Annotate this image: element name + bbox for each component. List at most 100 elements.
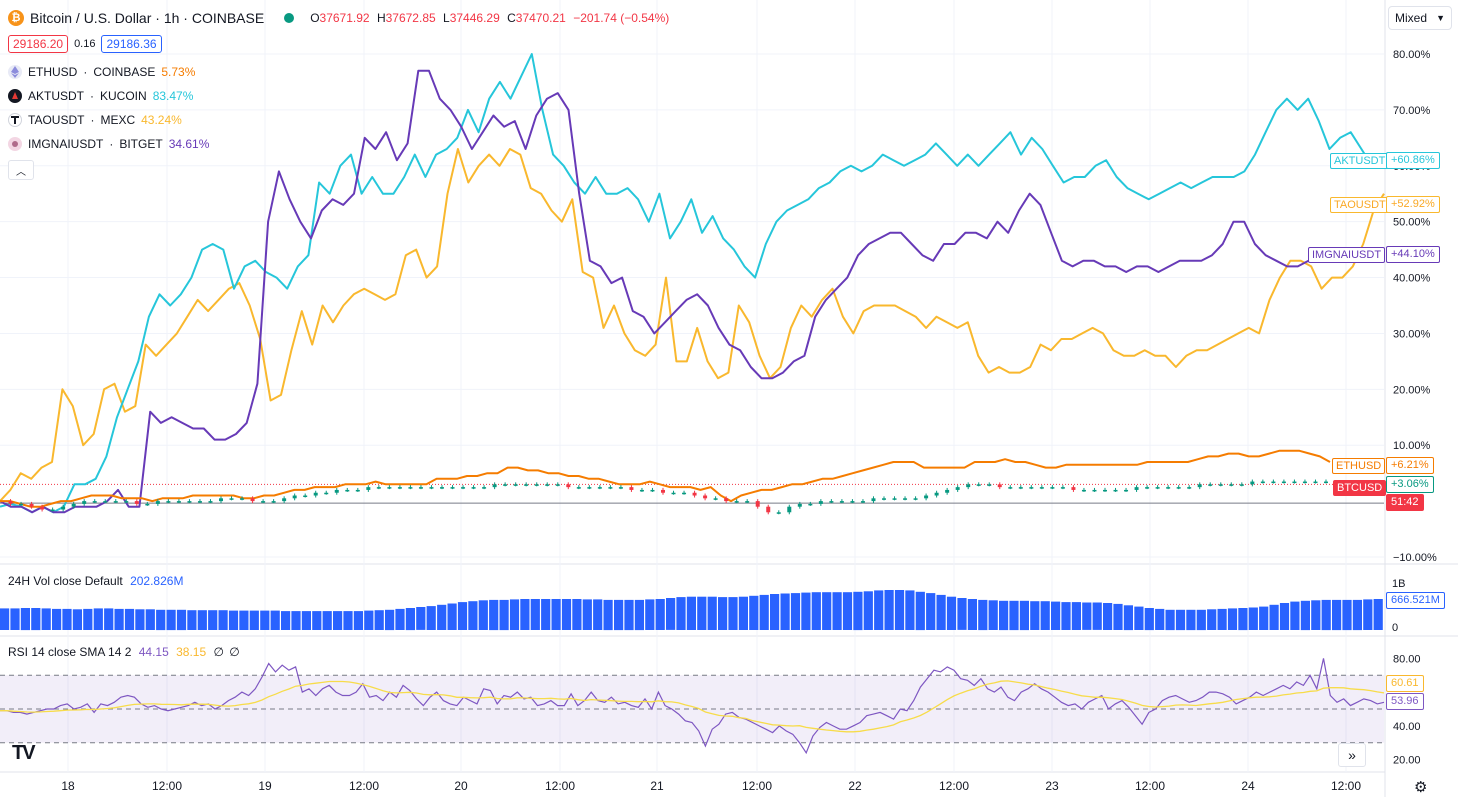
scale-mode-select[interactable]: Mixed ▼ [1388, 6, 1452, 30]
btc-countdown: 51:42 [1386, 494, 1424, 511]
volume-bar [72, 609, 82, 630]
btc-candle [766, 506, 771, 513]
volume-bar [426, 606, 436, 630]
scroll-to-realtime-button[interactable]: » [1338, 743, 1366, 767]
volume-bar [1342, 599, 1352, 631]
btc-candle [1176, 487, 1181, 489]
symbol-title-row[interactable]: ₿ Bitcoin / U.S. Dollar · 1h · COINBASE … [8, 8, 673, 28]
axis-tag-rsi: 53.96 [1386, 693, 1424, 710]
comparison-item-taousdt[interactable]: TAOUSDT · MEXC 43.24% [8, 108, 673, 132]
comparison-value: 34.61% [168, 137, 210, 151]
btc-candle [271, 501, 276, 503]
btc-candle [639, 489, 644, 492]
btc-candle [755, 501, 760, 507]
btc-candle [787, 506, 792, 513]
btc-candle [155, 501, 160, 504]
gear-icon[interactable]: ⚙ [1414, 779, 1428, 796]
volume-bar [416, 607, 426, 630]
buy-price-button[interactable]: 29186.36 [101, 35, 162, 53]
btc-candle [513, 484, 518, 486]
btc-candle [303, 495, 308, 498]
btc-candle [197, 501, 202, 503]
btc-candle [261, 501, 266, 503]
volume-bar [260, 610, 270, 630]
btc-candle [334, 489, 339, 493]
volume-bar [187, 610, 197, 630]
series-line-taousdt [0, 148, 1385, 502]
btc-candle [1260, 481, 1265, 484]
volume-bar [801, 592, 811, 630]
volume-bar [811, 592, 821, 630]
btc-candle [1292, 481, 1297, 484]
volume-bar [697, 596, 707, 630]
btc-candle [976, 484, 981, 486]
volume-bar [197, 610, 207, 630]
volume-bar [218, 610, 228, 630]
volume-bar [1321, 599, 1331, 631]
volume-bar [770, 594, 780, 630]
volume-bar [853, 591, 863, 631]
volume-bar [31, 608, 41, 631]
btc-candle [408, 487, 413, 489]
collapse-legend-button[interactable]: ︿ [8, 160, 34, 180]
rsi-legend[interactable]: RSI 14 close SMA 14 2 44.15 38.15 ∅ ∅ [8, 645, 240, 659]
volume-bar [1279, 603, 1290, 630]
x-tick-label: 19 [258, 779, 272, 793]
btc-candle [797, 503, 802, 507]
rsi-sma-line [0, 680, 1385, 733]
akt-icon [8, 89, 22, 103]
volume-bar [333, 611, 343, 630]
volume-bar [1175, 609, 1186, 631]
tradingview-logo[interactable]: TV [12, 742, 36, 764]
tag-ethusd: ETHUSD [1332, 458, 1386, 474]
btc-candle [313, 492, 318, 496]
btc-candle [945, 489, 950, 493]
volume-bar [790, 593, 801, 630]
market-open-dot-icon [284, 13, 295, 23]
btc-candle [818, 501, 823, 504]
btc-candle [113, 501, 118, 503]
btc-candle [713, 498, 718, 500]
tag-taousdt: TAOUSDT [1330, 197, 1390, 213]
rsi-tick-label: 80.00 [1393, 653, 1421, 665]
volume-bar [749, 595, 759, 630]
btc-candle [50, 509, 55, 511]
volume-bar [884, 590, 894, 630]
sell-price-button[interactable]: 29186.20 [8, 35, 69, 53]
volume-bar [645, 599, 655, 630]
comparison-item-aktusdt[interactable]: AKTUSDT · KUCOIN 83.47% [8, 84, 673, 108]
btc-candle [355, 489, 360, 492]
volume-legend[interactable]: 24H Vol close Default 202.826M [8, 574, 184, 588]
axis-tag-ethusd: +6.21% [1386, 457, 1434, 474]
volume-bar [0, 608, 10, 630]
btc-candle [555, 484, 560, 486]
eth-icon [8, 65, 22, 79]
x-tick-label: 12:00 [939, 779, 969, 793]
tag-aktusdt: AKTUSDT [1330, 153, 1390, 169]
comparison-item-imgnaiusdt[interactable]: IMGNAIUSDT · BITGET 34.61% [8, 132, 673, 156]
btc-candle [661, 489, 665, 493]
y-tick-label: −10.00% [1393, 552, 1437, 564]
x-tick-label: 22 [848, 779, 862, 793]
comparison-value: 43.24% [141, 113, 182, 127]
volume-bar [926, 593, 936, 630]
volume-bar [603, 599, 613, 631]
btc-candle [1039, 487, 1044, 489]
btc-candle [618, 487, 623, 489]
btc-candle [1229, 484, 1234, 486]
ohlc-values: O37671.92 H37672.85 L37446.29 C37470.21 … [310, 11, 670, 25]
comparison-item-ethusd[interactable]: ETHUSD · COINBASE 5.73% [8, 60, 673, 84]
symbol-title[interactable]: Bitcoin / U.S. Dollar · 1h · COINBASE [30, 10, 265, 26]
btc-candle [682, 492, 687, 495]
btc-candle [240, 498, 245, 500]
volume-bar [364, 610, 374, 630]
axis-tag-rsi-sma: 60.61 [1386, 675, 1424, 692]
volume-bar [1186, 609, 1196, 631]
btc-candle [376, 487, 381, 489]
comparison-value: 83.47% [152, 89, 194, 103]
btc-candle [745, 501, 750, 503]
volume-bar [41, 608, 51, 630]
volume-bar [135, 609, 145, 630]
volume-bar [561, 599, 572, 630]
